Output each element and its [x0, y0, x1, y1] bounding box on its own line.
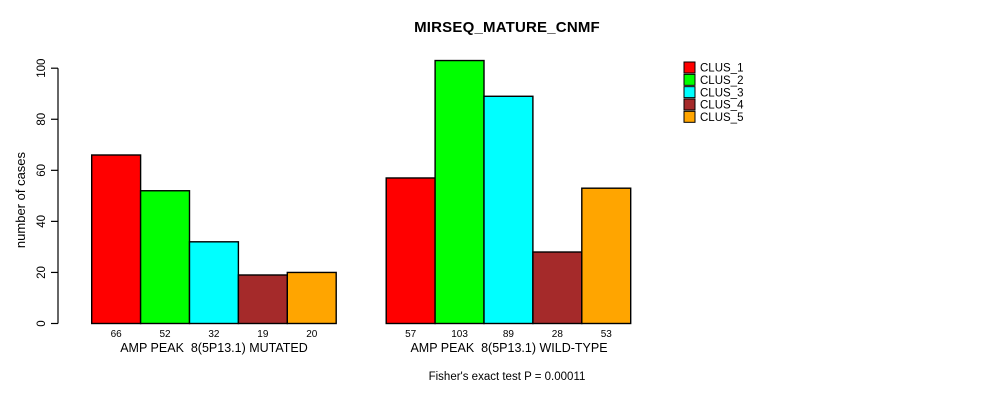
y-tick-label: 20	[36, 266, 48, 279]
bar-value-label: 89	[503, 329, 515, 340]
group-label-wild-type: AMP PEAK 8(5P13.1) WILD-TYPE	[410, 341, 608, 355]
legend-swatch-clus_1	[683, 61, 696, 74]
bar-value-label: 52	[159, 329, 171, 340]
bar-value-label: 66	[111, 329, 123, 340]
group-label-mutated: AMP PEAK 8(5P13.1) MUTATED	[120, 341, 308, 355]
chart-title: MIRSEQ_MATURE_CNMF	[414, 19, 600, 36]
legend-swatch-clus_3	[683, 86, 696, 99]
legend-swatch-clus_5	[683, 110, 696, 123]
legend-swatch-clus_2	[683, 73, 696, 86]
bar-group1-clus_5	[286, 271, 337, 325]
legend-label-clus_4: CLUS_4	[700, 100, 744, 112]
bar-group2-clus_5	[581, 187, 632, 325]
legend-label-clus_3: CLUS_3	[700, 87, 743, 99]
y-tick-label: 80	[36, 113, 48, 126]
y-tick-label: 60	[36, 164, 48, 177]
bar-group2-clus_3	[483, 95, 534, 325]
legend-swatch-clus_4	[683, 98, 696, 111]
fisher-test-annotation: Fisher's exact test P = 0.00011	[428, 371, 586, 383]
legend-label-clus_2: CLUS_2	[700, 75, 743, 87]
bar-value-label: 32	[208, 329, 220, 340]
bar-group1-clus_3	[188, 241, 240, 325]
bar-value-label: 57	[405, 329, 417, 340]
y-tick-label: 0	[36, 320, 48, 326]
bar-group2-clus_4	[532, 251, 583, 325]
y-axis-label: number of cases	[13, 151, 28, 249]
bar-group1-clus_2	[139, 190, 191, 325]
y-tick-label: 100	[36, 59, 48, 78]
bar-value-label: 28	[552, 329, 564, 340]
bar-value-label: 53	[601, 329, 613, 340]
bar-value-label: 103	[451, 329, 468, 340]
bar-value-label: 20	[306, 329, 318, 340]
legend-label-clus_1: CLUS_1	[700, 63, 743, 75]
bar-group1-clus_1	[90, 154, 142, 325]
bar-value-label: 19	[257, 329, 269, 340]
bar-group2-clus_1	[385, 177, 436, 325]
bar-group2-clus_2	[434, 59, 485, 325]
bar-group1-clus_4	[237, 274, 288, 325]
y-tick-label: 40	[36, 215, 48, 228]
legend-label-clus_5: CLUS_5	[700, 112, 743, 124]
